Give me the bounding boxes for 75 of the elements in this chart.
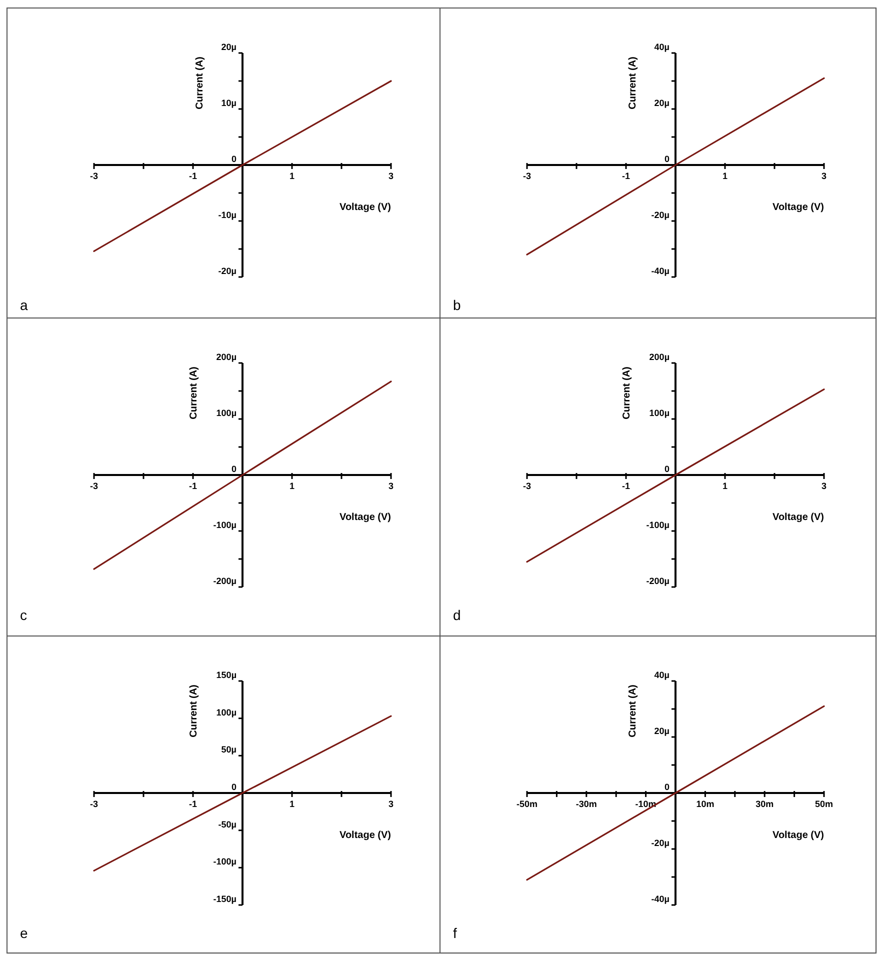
y-tick-label: 100µ (649, 408, 670, 418)
y-axis-title: Current (A) (188, 684, 200, 738)
y-tick-label: -40µ (651, 894, 670, 904)
x-tick-label: -1 (622, 481, 630, 491)
y-tick-label: 20µ (221, 42, 236, 52)
x-tick-label: 3 (388, 799, 394, 809)
y-axis-title: Current (A) (628, 684, 638, 738)
x-tick-label: 1 (722, 481, 728, 491)
x-axis-title: Voltage (V) (340, 830, 391, 841)
y-axis-title: Current (A) (628, 56, 638, 110)
x-tick-label: 30m (756, 799, 774, 809)
y-tick-label: -100µ (213, 856, 236, 867)
y-tick-label: -20µ (651, 838, 670, 848)
x-tick-label: -50m (516, 799, 538, 809)
x-axis-title: Voltage (V) (340, 512, 391, 523)
y-tick-label: -50µ (218, 819, 236, 830)
text: d (453, 607, 461, 623)
x-tick-label: -30m (576, 799, 597, 809)
y-tick-label: -40µ (651, 266, 670, 276)
y-tick-label: 0 (231, 782, 236, 792)
x-axis-title: Voltage (V) (340, 202, 391, 213)
x-tick-label: 1 (289, 799, 295, 809)
y-axis-title: Current (A) (194, 56, 206, 110)
x-tick-label: 3 (821, 171, 827, 181)
y-tick-label: 40µ (654, 42, 670, 52)
x-tick-label: -1 (188, 171, 198, 181)
text: c (20, 607, 27, 623)
y-tick-label: 0 (231, 154, 236, 164)
y-tick-label: -10µ (218, 210, 236, 220)
x-tick-label: -3 (522, 481, 532, 491)
y-tick-label: 0 (664, 464, 670, 474)
text: e (20, 925, 28, 941)
x-tick-label: -3 (522, 171, 532, 181)
y-tick-label: -100µ (646, 520, 670, 530)
text: f (453, 925, 457, 941)
y-tick-label: 0 (664, 782, 670, 792)
y-axis-title: Current (A) (188, 366, 200, 420)
y-tick-label: 40µ (654, 670, 670, 680)
y-tick-label: 0 (664, 154, 670, 164)
x-tick-label: -3 (90, 799, 98, 809)
y-tick-label: -20µ (651, 210, 670, 220)
x-tick-label: -1 (188, 799, 198, 809)
x-tick-label: 1 (289, 171, 295, 181)
x-tick-label: -3 (90, 171, 98, 181)
y-axis-title: Current (A) (622, 366, 632, 420)
y-tick-label: 200µ (216, 352, 236, 362)
y-tick-label: -200µ (646, 576, 670, 586)
x-tick-label: 3 (388, 481, 394, 491)
text: b (453, 297, 461, 313)
x-axis-title: Voltage (V) (772, 202, 824, 213)
x-tick-label: -1 (188, 481, 198, 491)
y-tick-label: 150µ (216, 670, 236, 680)
y-tick-label: 0 (231, 464, 236, 474)
y-tick-label: 100µ (216, 408, 236, 418)
y-tick-label: -100µ (213, 520, 236, 530)
y-tick-label: 50µ (221, 744, 236, 755)
x-tick-label: 50m (814, 799, 834, 809)
y-tick-label: -200µ (213, 576, 236, 586)
x-tick-label: 1 (722, 171, 728, 181)
y-tick-label: -20µ (218, 266, 236, 276)
y-tick-label: 20µ (654, 98, 670, 108)
x-tick-label: 1 (289, 481, 295, 491)
x-tick-label: 3 (388, 171, 394, 181)
x-axis-title: Voltage (V) (772, 512, 824, 523)
text: a (20, 297, 28, 313)
x-tick-label: -3 (90, 481, 98, 491)
x-axis-title: Voltage (V) (772, 830, 824, 841)
y-tick-label: 10µ (221, 98, 236, 108)
x-tick-label: 10m (696, 799, 714, 809)
y-tick-label: 100µ (216, 707, 236, 718)
y-tick-label: 200µ (649, 352, 670, 362)
y-tick-label: -150µ (213, 894, 236, 904)
y-tick-label: 20µ (654, 726, 670, 736)
x-tick-label: -1 (622, 171, 630, 181)
x-tick-label: 3 (821, 481, 827, 491)
